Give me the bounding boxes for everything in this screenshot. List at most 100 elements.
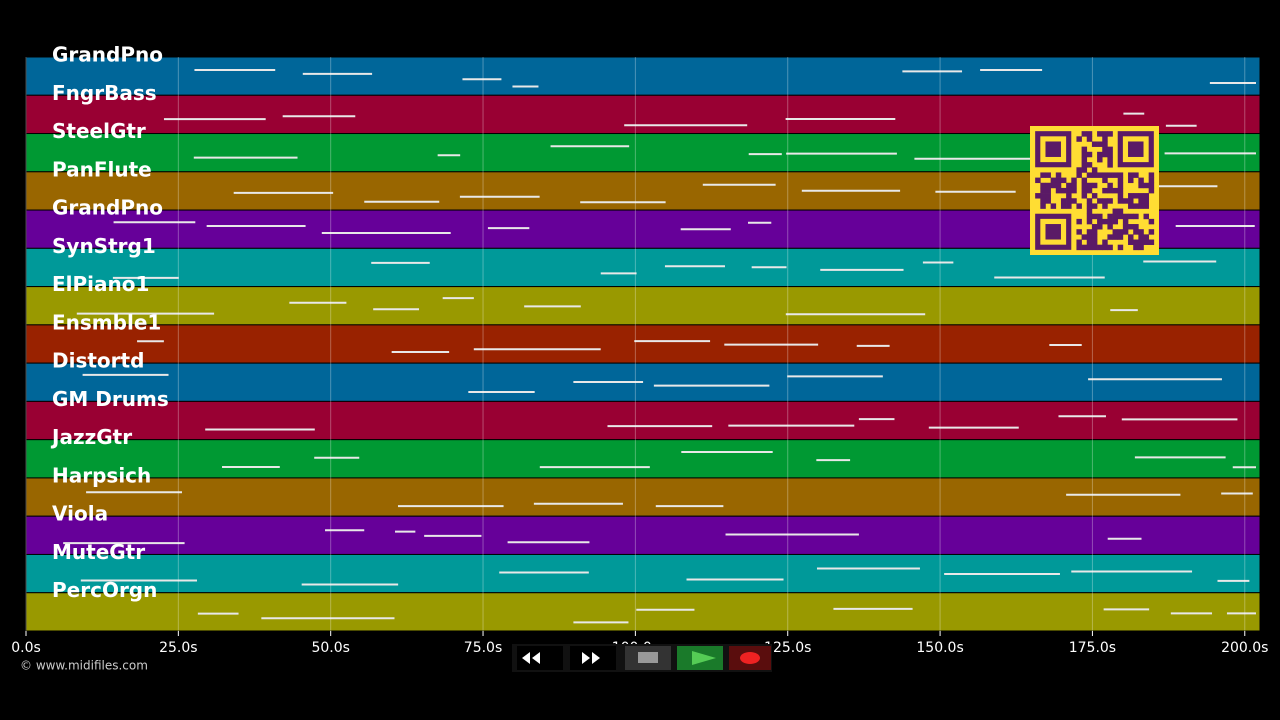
qr-cell: [1138, 182, 1144, 189]
qr-cell: [1071, 198, 1077, 204]
qr-cell: [1138, 203, 1144, 209]
qr-cell: [1138, 234, 1144, 240]
qr-cell: [1055, 187, 1062, 194]
qr-cell: [1128, 224, 1134, 230]
qr-cell: [1086, 229, 1093, 235]
qr-cell: [1081, 234, 1088, 240]
qr-cell: [1143, 213, 1149, 220]
qr-cell: [1060, 198, 1067, 204]
qr-cell: [1045, 193, 1051, 199]
track-name: SynStrg1: [52, 234, 156, 258]
qr-cell: [1128, 203, 1134, 209]
qr-cell: [1045, 182, 1051, 189]
record-button[interactable]: [729, 646, 771, 670]
qr-cell: [1081, 177, 1088, 184]
qr-cell: [1097, 172, 1103, 178]
qr-cell: [1128, 172, 1134, 178]
qr-cell: [1097, 198, 1103, 204]
icon: [692, 651, 716, 665]
track-band: [25, 400, 1261, 441]
qr-cell: [1076, 244, 1082, 251]
qr-cell: [1091, 244, 1098, 251]
qr-cell: [1148, 239, 1155, 245]
qr-cell: [1086, 198, 1093, 204]
qr-cell: [1086, 208, 1093, 215]
qr-cell: [1086, 234, 1093, 240]
qr-cell: [1117, 177, 1124, 184]
track-name: GM Drums: [52, 387, 169, 411]
qr-cell: [1143, 203, 1149, 209]
track-labels: GrandPno FngrBass SteelGtr PanFlute GrandPno…: [50, 43, 169, 603]
qr-cell: [1112, 218, 1119, 225]
qr-cell: [1138, 177, 1144, 184]
qr-cell: [1097, 131, 1103, 137]
x-tick-label: 200.0s: [1221, 640, 1268, 656]
qr-cell: [1097, 156, 1103, 163]
qr-cell: [1112, 187, 1119, 194]
qr-cell: [1086, 182, 1093, 189]
qr-cell: [1045, 187, 1051, 194]
x-tick-label: 175.0s: [1069, 640, 1116, 656]
qr-cell: [1133, 224, 1139, 230]
qr-cell: [1091, 193, 1098, 199]
track-name: Distortd: [52, 349, 144, 373]
track-name: Viola: [52, 502, 108, 526]
qr-cell: [1081, 187, 1088, 194]
qr-cell: [1133, 203, 1139, 209]
icon: [582, 652, 600, 664]
rewind-button[interactable]: [517, 646, 563, 670]
qr-cell: [1117, 193, 1124, 199]
track-name: Ensmble1: [52, 310, 161, 334]
qr-cell: [1066, 193, 1072, 199]
qr-cell: [1148, 218, 1155, 225]
qr-cell: [1055, 182, 1062, 189]
qr-cell: [1086, 162, 1093, 168]
play-button[interactable]: [677, 646, 723, 670]
qr-cell: [1060, 203, 1067, 209]
qr-cell: [1060, 177, 1067, 184]
qr-cell: [1117, 182, 1124, 189]
qr-cell: [1097, 213, 1103, 220]
qr-cell: [1076, 239, 1082, 245]
qr-cell: [1091, 203, 1098, 209]
qr-cell: [1143, 193, 1149, 199]
qr-cell: [1050, 203, 1057, 209]
qr-cell: [1117, 244, 1124, 251]
track-name: SteelGtr: [52, 119, 146, 143]
qr-cell: [1138, 198, 1144, 204]
qr-cell: [1107, 151, 1113, 158]
track-band: [25, 286, 1261, 326]
track-band: [25, 477, 1261, 517]
credit: © www.midifiles.com: [20, 659, 148, 673]
qr-cell: [1133, 172, 1139, 178]
qr-cell: [1128, 177, 1134, 184]
qr-cell: [1091, 234, 1098, 240]
qr-cell: [1040, 172, 1046, 178]
qr-cell: [1091, 213, 1098, 220]
track-name: ElPiano1: [52, 272, 149, 296]
qr-finder: [1045, 224, 1061, 240]
qr-cell: [1097, 141, 1103, 147]
track-name: PanFlute: [52, 157, 152, 181]
qr-cell: [1122, 224, 1129, 230]
qr-cell: [1071, 187, 1077, 194]
qr-cell: [1138, 193, 1144, 199]
qr-cell: [1117, 172, 1124, 178]
forward-button[interactable]: [570, 646, 616, 670]
icon: [740, 652, 760, 664]
qr-cell: [1102, 177, 1108, 184]
qr-cell: [1045, 172, 1051, 178]
icon: [638, 652, 658, 663]
qr-cell: [1148, 172, 1155, 178]
qr-cell: [1107, 172, 1113, 178]
qr-cell: [1071, 177, 1077, 184]
qr-cell: [1107, 187, 1113, 194]
qr-cell: [1117, 198, 1124, 204]
track-name: GrandPno: [52, 196, 163, 220]
qr-cell: [1117, 234, 1124, 240]
stop-button[interactable]: [625, 646, 671, 670]
qr-cell: [1081, 162, 1088, 168]
qr-cell: [1107, 213, 1113, 220]
